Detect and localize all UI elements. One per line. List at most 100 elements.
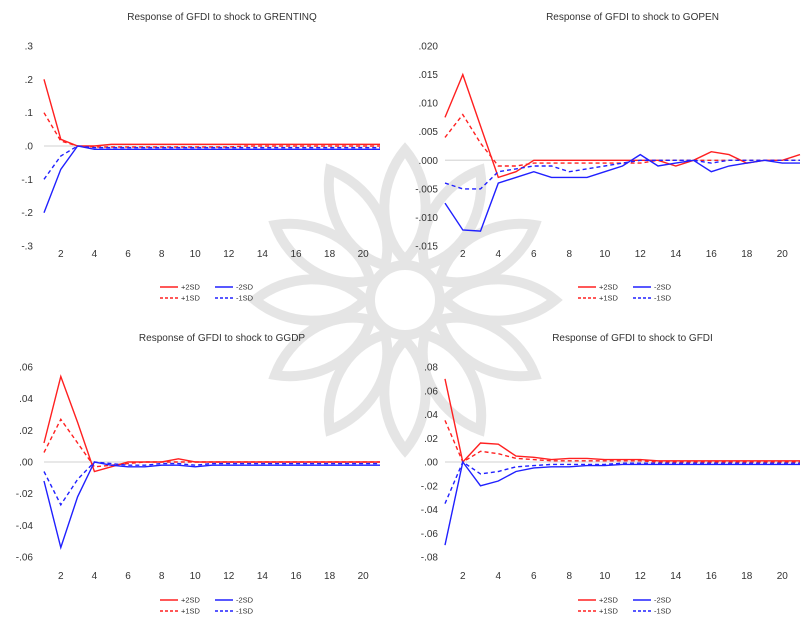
series-line-plus2SD: [43, 374, 380, 473]
series-line-plus1SD: [444, 113, 800, 167]
x-tick-label: 4: [92, 249, 98, 260]
legend: +2SD -2SD +1SD -1SD: [160, 283, 254, 303]
y-tick-label: -.2: [21, 208, 33, 219]
y-tick-label: -.02: [421, 481, 439, 492]
series-line-minus2SD: [43, 145, 380, 213]
legend-label: -1SD: [654, 607, 672, 616]
y-tick-label: -.02: [16, 489, 34, 500]
x-tick-label: 18: [741, 571, 753, 582]
y-tick-label: -.3: [21, 242, 33, 253]
x-tick-label: 4: [92, 571, 98, 582]
x-tick-label: 10: [599, 249, 611, 260]
x-tick-label: 12: [223, 249, 235, 260]
y-tick-label: .00: [19, 458, 33, 469]
legend-label: +2SD: [181, 283, 201, 292]
y-tick-label: .02: [19, 426, 33, 437]
y-tick-label: .04: [424, 410, 438, 421]
y-tick-label: -.015: [415, 242, 438, 253]
x-tick-label: 2: [58, 571, 64, 582]
legend: +2SD -2SD +1SD -1SD: [578, 283, 672, 303]
y-tick-label: -.08: [421, 553, 439, 564]
x-tick-label: 16: [290, 571, 302, 582]
x-tick-label: 4: [495, 249, 501, 260]
y-tick-label: -.06: [16, 553, 34, 564]
y-tick-label: .0: [25, 142, 34, 153]
x-tick-label: 20: [777, 571, 789, 582]
x-tick-label: 8: [566, 571, 572, 582]
legend-label: -2SD: [654, 283, 672, 292]
x-tick-label: 10: [599, 571, 611, 582]
legend: +2SD -2SD +1SD -1SD: [578, 596, 672, 616]
x-tick-label: 14: [257, 249, 269, 260]
y-tick-label: .020: [419, 42, 439, 53]
series-line-plus2SD: [444, 72, 801, 179]
x-tick-label: 4: [495, 571, 501, 582]
series-line-minus1SD: [43, 461, 380, 507]
y-tick-label: .1: [25, 108, 34, 119]
legend-label: -2SD: [654, 596, 672, 605]
chart-title: Response of GFDI to shock to GGDP: [139, 333, 306, 344]
y-tick-label: .3: [25, 42, 34, 53]
x-tick-label: 18: [741, 249, 753, 260]
legend-label: -1SD: [236, 294, 254, 303]
x-tick-label: 18: [324, 249, 336, 260]
y-tick-label: .010: [419, 99, 439, 110]
chart-panel-4: Response of GFDI to shock to GFDI .08 .06.…: [421, 333, 800, 616]
series-line-plus2SD: [43, 79, 380, 147]
y-tick-label: .04: [19, 394, 33, 405]
y-tick-label: .015: [419, 70, 439, 81]
legend-label: -2SD: [236, 283, 254, 292]
chart-title: Response of GFDI to shock to GRENTINQ: [127, 12, 317, 23]
legend-label: +1SD: [181, 294, 201, 303]
series-line-minus2SD: [43, 461, 380, 550]
y-tick-label: -.04: [421, 505, 439, 516]
x-tick-label: 16: [290, 249, 302, 260]
x-tick-label: 14: [670, 571, 682, 582]
series-line-plus1SD: [43, 112, 380, 148]
series-line-plus1SD: [43, 417, 380, 468]
x-tick-label: 6: [125, 571, 131, 582]
x-tick-label: 14: [257, 571, 269, 582]
legend-label: -1SD: [654, 294, 672, 303]
legend-label: -1SD: [236, 607, 254, 616]
y-tick-label: -.010: [415, 213, 438, 224]
y-tick-label: -.06: [421, 529, 439, 540]
y-tick-label: -.005: [415, 184, 438, 195]
y-tick-label: .08: [424, 363, 438, 374]
legend-label: +2SD: [599, 283, 619, 292]
y-tick-label: -.04: [16, 521, 34, 532]
x-tick-label: 20: [358, 249, 370, 260]
series-line-minus2SD: [444, 153, 800, 232]
watermark-rosette-icon: [247, 142, 563, 458]
x-tick-label: 16: [706, 249, 718, 260]
x-tick-label: 20: [358, 571, 370, 582]
legend: +2SD -2SD +1SD -1SD: [160, 596, 254, 616]
x-tick-label: 10: [190, 571, 202, 582]
y-tick-label: .000: [419, 156, 439, 167]
y-tick-label: .00: [424, 458, 438, 469]
x-tick-label: 2: [460, 249, 466, 260]
y-tick-label: -.1: [21, 175, 33, 186]
x-tick-label: 8: [566, 249, 572, 260]
chart-title: Response of GFDI to shock to GFDI: [552, 333, 713, 344]
y-tick-label: .06: [19, 363, 33, 374]
x-tick-label: 8: [159, 249, 165, 260]
x-tick-label: 16: [706, 571, 718, 582]
x-tick-label: 18: [324, 571, 336, 582]
x-tick-label: 6: [531, 571, 537, 582]
series-line-plus1SD: [444, 420, 800, 464]
chart-panel-2: Response of GFDI to shock to GOPEN .020 .0…: [415, 12, 801, 303]
chart-panel-1: Response of GFDI to shock to GRENTINQ .3.…: [21, 12, 380, 303]
x-tick-label: 12: [635, 249, 647, 260]
y-tick-label: .02: [424, 434, 438, 445]
legend-label: +1SD: [599, 294, 619, 303]
x-tick-label: 2: [460, 571, 466, 582]
legend-label: +1SD: [599, 607, 619, 616]
chart-panel-3: Response of GFDI to shock to GGDP .06 .04.…: [16, 333, 380, 616]
series-line-plus2SD: [444, 378, 800, 464]
x-tick-label: 10: [190, 249, 202, 260]
x-tick-label: 12: [635, 571, 647, 582]
series-line-minus1SD: [43, 145, 380, 180]
legend-label: +2SD: [181, 596, 201, 605]
